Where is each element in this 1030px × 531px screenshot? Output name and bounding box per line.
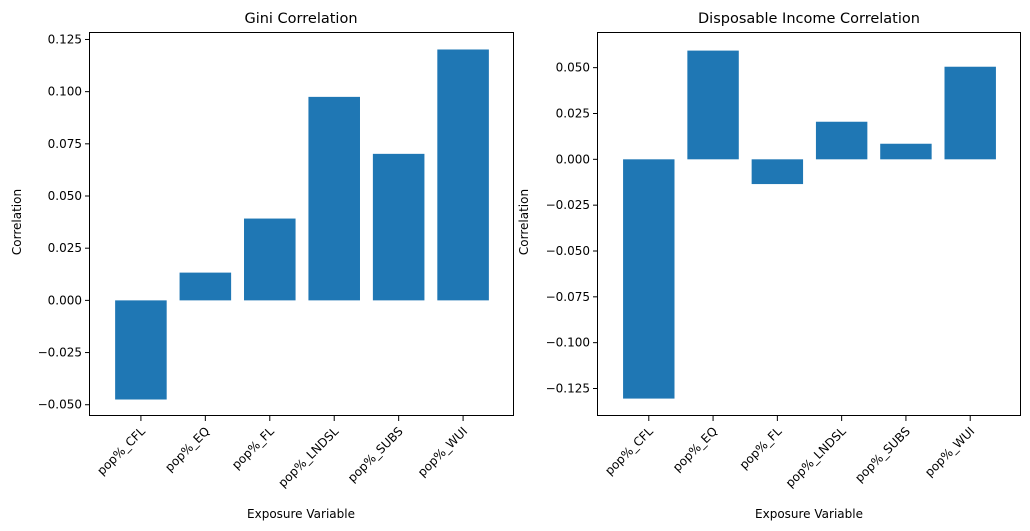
y-tick-label: −0.100 xyxy=(546,336,590,350)
chart-title: Gini Correlation xyxy=(244,11,357,27)
y-tick-label: −0.075 xyxy=(546,290,590,304)
bar-poppct-lndsl xyxy=(308,96,360,301)
gini-correlation-chart: Gini Correlation Correlation Exposure Va… xyxy=(10,11,514,521)
chart-title: Disposable Income Correlation xyxy=(698,11,920,27)
bar-poppct-cfl xyxy=(115,300,167,400)
y-tick-label: 0.125 xyxy=(48,32,82,46)
y-axis-ticks: −0.125 −0.100 −0.075 −0.050 −0.025 0.000 0.025… xyxy=(546,61,598,396)
bar-group xyxy=(623,50,996,399)
x-tick-label: pop%_EQ xyxy=(162,424,212,474)
bar-poppct-cfl xyxy=(623,159,675,399)
x-tick-label: pop%_CFL xyxy=(602,424,656,478)
y-tick-label: −0.125 xyxy=(546,382,590,396)
y-tick-label: −0.050 xyxy=(38,398,82,412)
disposable-income-correlation-chart: Disposable Income Correlation Correlatio… xyxy=(517,11,1021,521)
y-tick-label: −0.050 xyxy=(546,244,590,258)
bar-poppct-fl xyxy=(244,218,296,301)
x-tick-label: pop%_FL xyxy=(737,424,785,472)
y-tick-label: −0.025 xyxy=(546,198,590,212)
x-tick-label: pop%_CFL xyxy=(94,424,148,478)
bar-poppct-wui xyxy=(437,49,489,301)
x-tick-label: pop%_FL xyxy=(229,424,277,472)
bar-poppct-subs xyxy=(372,153,425,301)
y-axis-label: Correlation xyxy=(10,189,24,255)
x-tick-label: pop%_SUBS xyxy=(345,424,406,485)
bar-poppct-fl xyxy=(751,159,804,185)
bar-poppct-wui xyxy=(944,66,996,160)
x-tick-label: pop%_WUI xyxy=(415,424,470,479)
x-tick-label: pop%_WUI xyxy=(922,424,977,479)
bar-poppct-eq xyxy=(687,50,739,160)
y-tick-label: 0.025 xyxy=(556,106,590,120)
y-tick-label: −0.025 xyxy=(38,346,82,360)
x-axis-label: Exposure Variable xyxy=(755,507,863,521)
plot-frame xyxy=(597,32,1021,416)
y-tick-label: 0.050 xyxy=(556,61,590,75)
y-tick-label: 0.025 xyxy=(48,241,82,255)
x-tick-label: pop%_EQ xyxy=(670,424,720,474)
y-axis-label: Correlation xyxy=(517,189,531,255)
x-tick-label: pop%_SUBS xyxy=(852,424,913,485)
y-axis-ticks: −0.050 −0.025 0.000 0.025 0.050 0.075 0.100 0.1… xyxy=(38,32,90,412)
x-tick-label: pop%_LNDSL xyxy=(275,424,341,490)
bar-poppct-lndsl xyxy=(815,121,868,160)
y-tick-label: 0.000 xyxy=(48,293,82,307)
x-axis-label: Exposure Variable xyxy=(247,507,355,521)
y-tick-label: 0.100 xyxy=(48,85,82,99)
y-tick-label: 0.075 xyxy=(48,137,82,151)
bar-poppct-subs xyxy=(880,143,932,160)
y-tick-label: 0.000 xyxy=(556,152,590,166)
x-tick-label: pop%_LNDSL xyxy=(783,424,849,490)
bar-poppct-eq xyxy=(179,272,232,301)
plot-frame xyxy=(89,32,514,416)
bar-group xyxy=(115,49,489,400)
y-tick-label: 0.050 xyxy=(48,189,82,203)
